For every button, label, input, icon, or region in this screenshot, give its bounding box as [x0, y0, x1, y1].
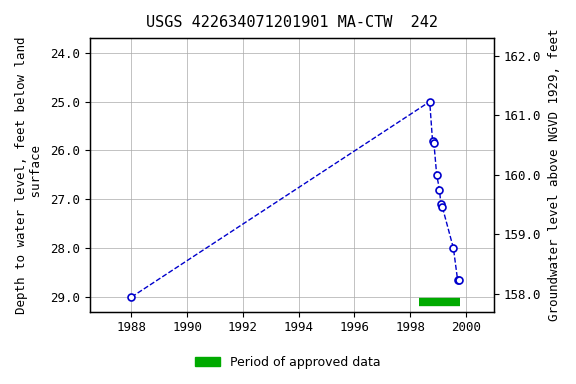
Title: USGS 422634071201901 MA-CTW  242: USGS 422634071201901 MA-CTW 242	[146, 15, 438, 30]
Legend: Period of approved data: Period of approved data	[190, 351, 386, 374]
Y-axis label: Groundwater level above NGVD 1929, feet: Groundwater level above NGVD 1929, feet	[548, 29, 561, 321]
Y-axis label: Depth to water level, feet below land
 surface: Depth to water level, feet below land su…	[15, 36, 43, 314]
